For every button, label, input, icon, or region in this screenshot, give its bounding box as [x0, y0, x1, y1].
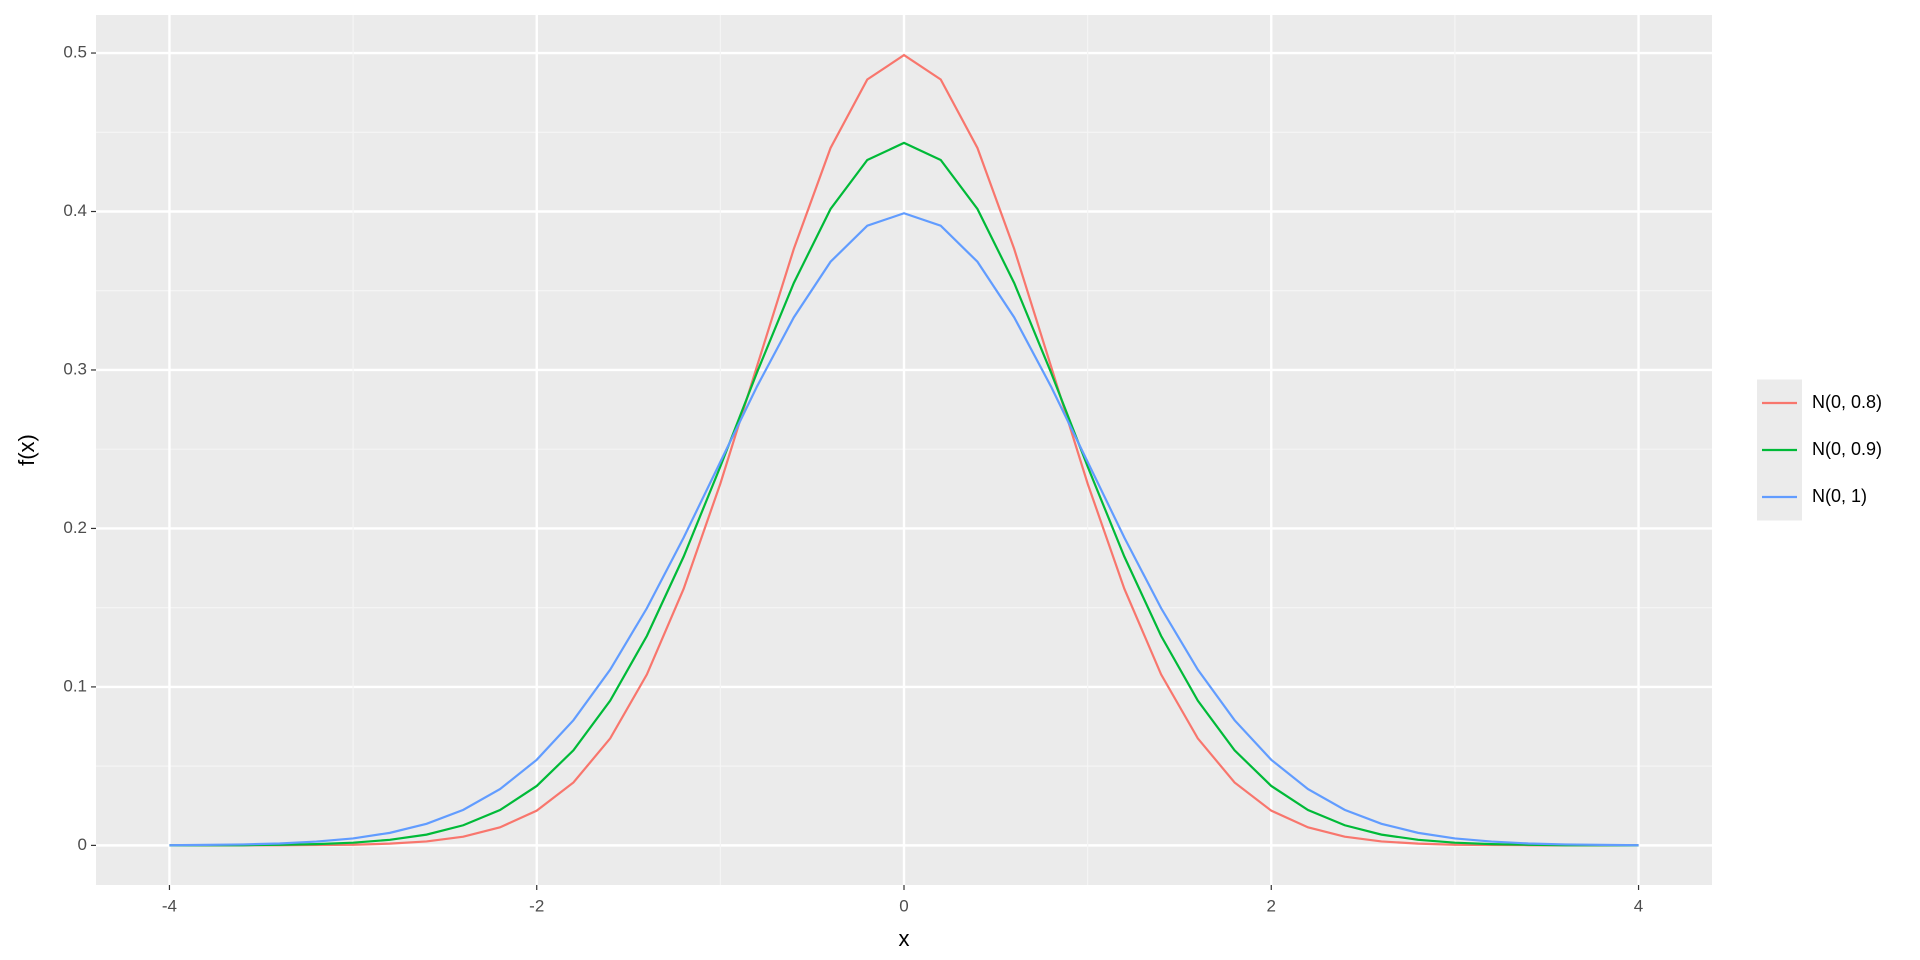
line: [169, 53, 1639, 847]
y-tick-label: 0.2: [63, 518, 87, 537]
line: [169, 212, 1639, 847]
line: [169, 141, 1639, 847]
x-tick-label: 2: [1267, 896, 1276, 915]
x-axis-title: x: [899, 926, 910, 951]
y-axis-title: f(x): [14, 434, 39, 466]
x-tick-label: 0: [899, 896, 908, 915]
x-tick-label: -4: [162, 896, 177, 915]
x-tick-label: -2: [529, 896, 544, 915]
y-tick-label: 0: [78, 835, 87, 854]
legend-label: N(0, 0.8): [1812, 392, 1882, 412]
y-tick-label: 0.3: [63, 359, 87, 378]
x-tick-label: 4: [1634, 896, 1643, 915]
legend: N(0, 0.8) N(0, 0.9) N(0, 1): [1757, 379, 1882, 521]
legend-label: N(0, 0.9): [1812, 439, 1882, 459]
y-tick-label: 0.1: [63, 676, 87, 695]
legend-label: N(0, 1): [1812, 486, 1867, 506]
y-tick-label: 0.4: [63, 201, 87, 220]
y-tick-label: 0.5: [63, 43, 87, 62]
